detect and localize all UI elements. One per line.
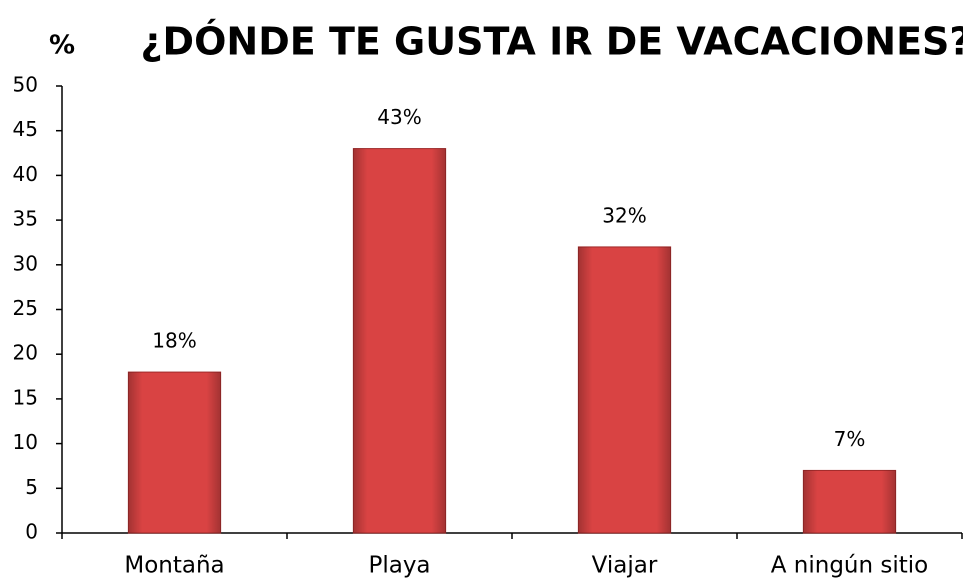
bar-shade [353,148,446,533]
y-tick-label: 45 [13,117,38,141]
x-tick-label: Viajar [592,553,658,579]
value-label: 7% [834,427,866,451]
y-tick-label: 10 [13,430,38,454]
y-tick-label: 30 [13,251,38,275]
y-tick-label: 50 [13,73,38,97]
y-tick-label: 40 [13,162,38,186]
value-label: 32% [602,203,646,227]
y-tick-label: 25 [13,296,38,320]
value-label: 18% [152,329,196,353]
x-tick-label: A ningún sitio [771,553,929,579]
chart-title: ¿DÓNDE TE GUSTA IR DE VACACIONES? [141,20,963,64]
bar-shade [803,470,896,533]
y-tick-label: 20 [13,341,38,365]
value-label: 43% [377,105,421,129]
x-tick-label: Playa [368,553,430,579]
y-tick-label: 0 [25,520,38,544]
bar-shade [578,246,671,534]
y-tick-label: 35 [13,207,38,231]
x-tick-label: Montaña [124,553,224,579]
y-tick-label: 5 [25,475,38,499]
bar-shade [128,372,221,533]
y-tick-label: 15 [13,385,38,409]
y-axis-label: % [49,31,75,61]
